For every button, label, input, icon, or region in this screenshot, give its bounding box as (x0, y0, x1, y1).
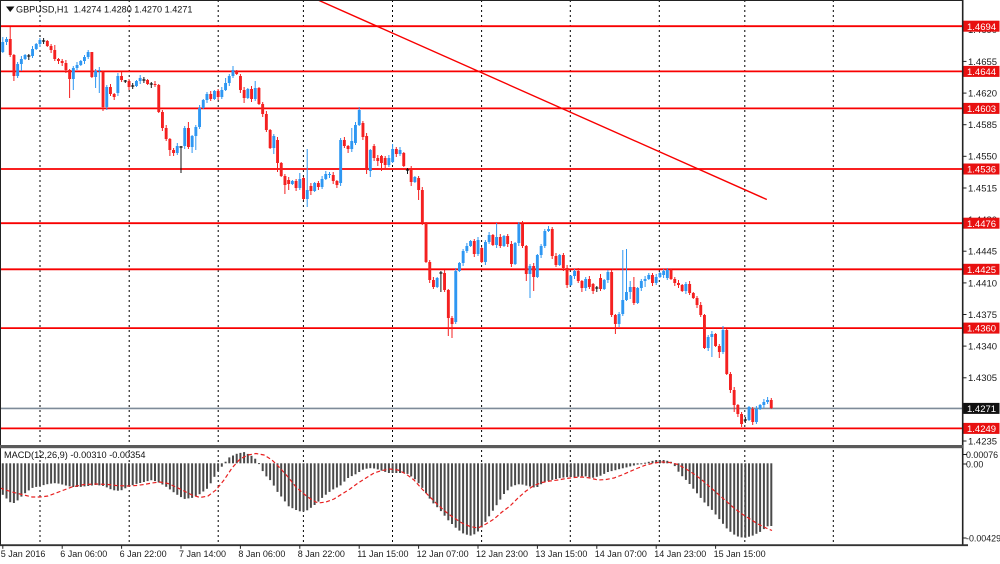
svg-text:11 Jan 15:00: 11 Jan 15:00 (357, 549, 408, 559)
svg-text:1.4585: 1.4585 (968, 120, 997, 131)
svg-text:1.4536: 1.4536 (967, 165, 996, 176)
svg-text:1.4620: 1.4620 (968, 89, 997, 100)
svg-text:12 Jan 07:00: 12 Jan 07:00 (417, 549, 469, 559)
svg-text:6 Jan 22:00: 6 Jan 22:00 (120, 549, 167, 559)
svg-text:1.4271: 1.4271 (967, 404, 996, 415)
svg-text:12 Jan 23:00: 12 Jan 23:00 (476, 549, 528, 559)
svg-text:1.4515: 1.4515 (968, 183, 997, 194)
svg-text:1.4235: 1.4235 (968, 436, 997, 447)
svg-text:GBPUSD,H1 1.4274 1.4280 1.427: GBPUSD,H1 1.4274 1.4280 1.4270 1.4271 (16, 5, 192, 15)
svg-text:1.4694: 1.4694 (967, 22, 996, 33)
svg-text:8 Jan 06:00: 8 Jan 06:00 (238, 549, 285, 559)
svg-text:13 Jan 15:00: 13 Jan 15:00 (535, 549, 587, 559)
svg-text:1.4410: 1.4410 (968, 278, 997, 289)
svg-text:1.4655: 1.4655 (968, 57, 997, 68)
svg-text:1.4340: 1.4340 (968, 342, 997, 353)
svg-text:1.4360: 1.4360 (967, 324, 996, 335)
svg-text:1.4249: 1.4249 (967, 424, 996, 435)
svg-text:6 Jan 06:00: 6 Jan 06:00 (60, 549, 107, 559)
svg-text:MACD(12,26,9) -0.00310 -0.0035: MACD(12,26,9) -0.00310 -0.00354 (4, 450, 145, 460)
svg-text:-0.00429: -0.00429 (966, 533, 1000, 543)
svg-text:1.4550: 1.4550 (968, 152, 997, 163)
svg-text:5 Jan 2016: 5 Jan 2016 (1, 549, 46, 559)
svg-text:7 Jan 14:00: 7 Jan 14:00 (179, 549, 226, 559)
svg-text:1.4644: 1.4644 (967, 67, 996, 78)
svg-text:1.4476: 1.4476 (967, 219, 996, 230)
svg-text:8 Jan 22:00: 8 Jan 22:00 (298, 549, 345, 559)
svg-text:14 Jan 07:00: 14 Jan 07:00 (595, 549, 647, 559)
svg-text:1.4603: 1.4603 (967, 104, 996, 115)
svg-text:0.00: 0.00 (966, 459, 983, 469)
svg-text:1.4375: 1.4375 (968, 310, 997, 321)
svg-text:1.4425: 1.4425 (967, 265, 996, 276)
svg-text:1.4445: 1.4445 (968, 247, 997, 258)
svg-text:14 Jan 23:00: 14 Jan 23:00 (654, 549, 706, 559)
svg-text:15 Jan 15:00: 15 Jan 15:00 (714, 549, 766, 559)
svg-text:1.4305: 1.4305 (968, 373, 997, 384)
svg-text:0.00076: 0.00076 (966, 450, 998, 460)
